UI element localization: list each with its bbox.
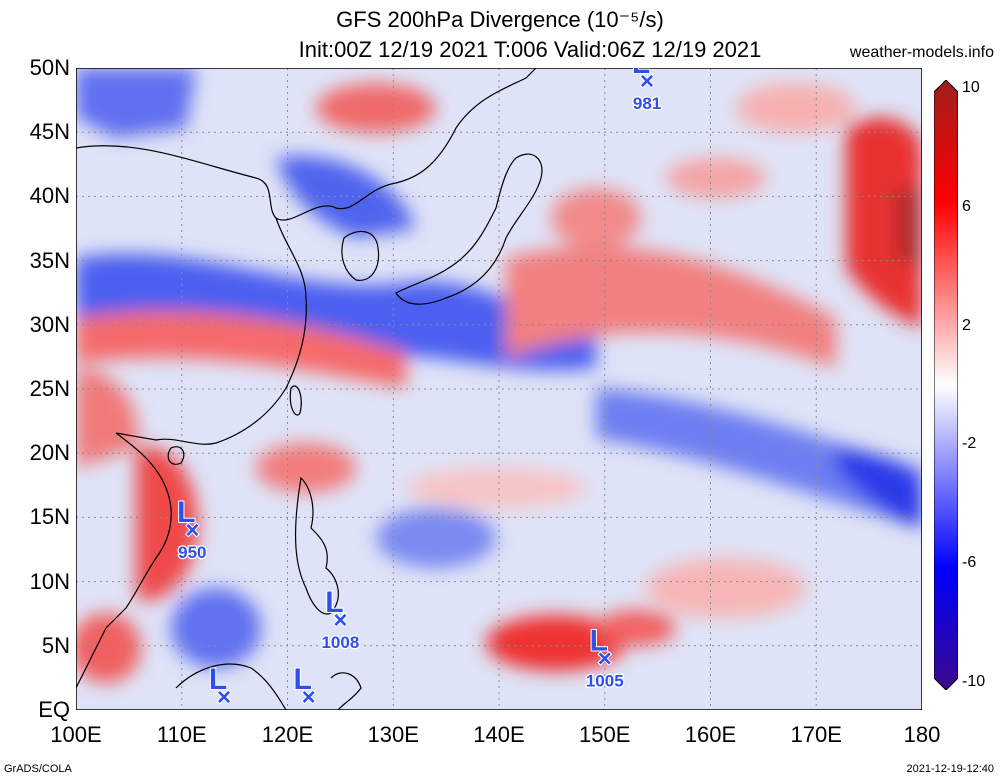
graticule <box>76 68 922 710</box>
low-pressure-value: 950 <box>178 543 206 562</box>
credit-text: weather-models.info <box>849 44 994 61</box>
coast-china-south <box>115 217 307 445</box>
low-symbol: L <box>177 496 195 529</box>
low-symbol: L <box>325 586 343 619</box>
low-center-marker: × <box>333 607 347 634</box>
coast-philippines <box>294 476 339 615</box>
lat-label: 25N <box>29 376 70 401</box>
low-pressure-center: L×1005 <box>585 624 625 692</box>
low-symbol: L <box>590 625 608 658</box>
coastlines <box>76 68 543 710</box>
lon-label: 150E <box>579 722 631 747</box>
low-center-marker: × <box>598 646 612 673</box>
low-center-marker: × <box>217 684 231 710</box>
coast-sulawesi <box>330 672 362 710</box>
lat-label: 50N <box>29 55 70 80</box>
low-pressure-center: L×950 <box>176 495 208 563</box>
coast-taiwan <box>289 385 302 416</box>
low-pressure-center: L×1007 <box>204 662 244 710</box>
footer-timestamp: 2021-12-19-12:40 <box>906 763 994 775</box>
colorbar-gradient <box>934 80 958 690</box>
lat-label: 30N <box>29 311 70 337</box>
low-pressure-value: 981 <box>633 94 661 113</box>
footer-software: GrADS/COLA <box>4 763 72 775</box>
coast-china <box>76 68 537 221</box>
lat-label: 15N <box>29 504 70 530</box>
low-symbol: L <box>209 663 227 696</box>
colorbar-label: -10 <box>962 673 986 690</box>
colorbar <box>934 80 958 690</box>
low-center-marker: × <box>302 684 316 710</box>
low-pressure-center: L×1008 <box>288 662 328 710</box>
colorbar-label: 6 <box>962 197 971 215</box>
map-title: GFS 200hPa Divergence (10⁻⁵/s) <box>336 7 664 32</box>
lon-label: 130E <box>367 722 419 747</box>
lat-label: 40N <box>29 183 70 209</box>
lon-label: 120E <box>261 722 314 747</box>
coast-indochina <box>76 432 172 689</box>
low-pressure-center: L×1008 <box>320 585 360 653</box>
lon-label: 180 <box>903 722 941 747</box>
lat-label: 5N <box>41 632 70 658</box>
coast-hainan <box>167 446 185 465</box>
lon-label: 100E <box>50 722 102 747</box>
coast-borneo <box>175 663 287 710</box>
lon-label: 140E <box>473 722 525 747</box>
lat-label: 35N <box>29 247 70 273</box>
coast-korea <box>341 230 380 281</box>
low-pressure-center: L×981 <box>631 68 663 114</box>
lat-label: 10N <box>29 568 70 594</box>
low-pressure-value: 1008 <box>321 633 359 652</box>
divergence-field <box>76 68 922 683</box>
colorbar-label: 10 <box>962 79 980 96</box>
low-center-marker: × <box>185 517 199 544</box>
low-symbol: L <box>632 68 650 80</box>
colorbar-label: -6 <box>962 554 977 572</box>
coast-japan <box>395 153 543 305</box>
low-symbol: L <box>293 663 311 696</box>
lon-label: 110E <box>156 722 207 747</box>
colorbar-label: -2 <box>962 435 977 453</box>
low-center-marker: × <box>640 68 654 95</box>
colorbar-label: 2 <box>962 316 971 334</box>
lon-label: 160E <box>684 722 737 747</box>
lat-label: 45N <box>29 119 70 145</box>
lon-label: 170E <box>790 722 842 747</box>
lat-label: 20N <box>29 440 70 466</box>
lat-label: EQ <box>38 697 70 722</box>
low-pressure-value: 1005 <box>586 672 624 691</box>
map-subtitle: Init:00Z 12/19 2021 T:006 Valid:06Z 12/1… <box>298 37 762 62</box>
